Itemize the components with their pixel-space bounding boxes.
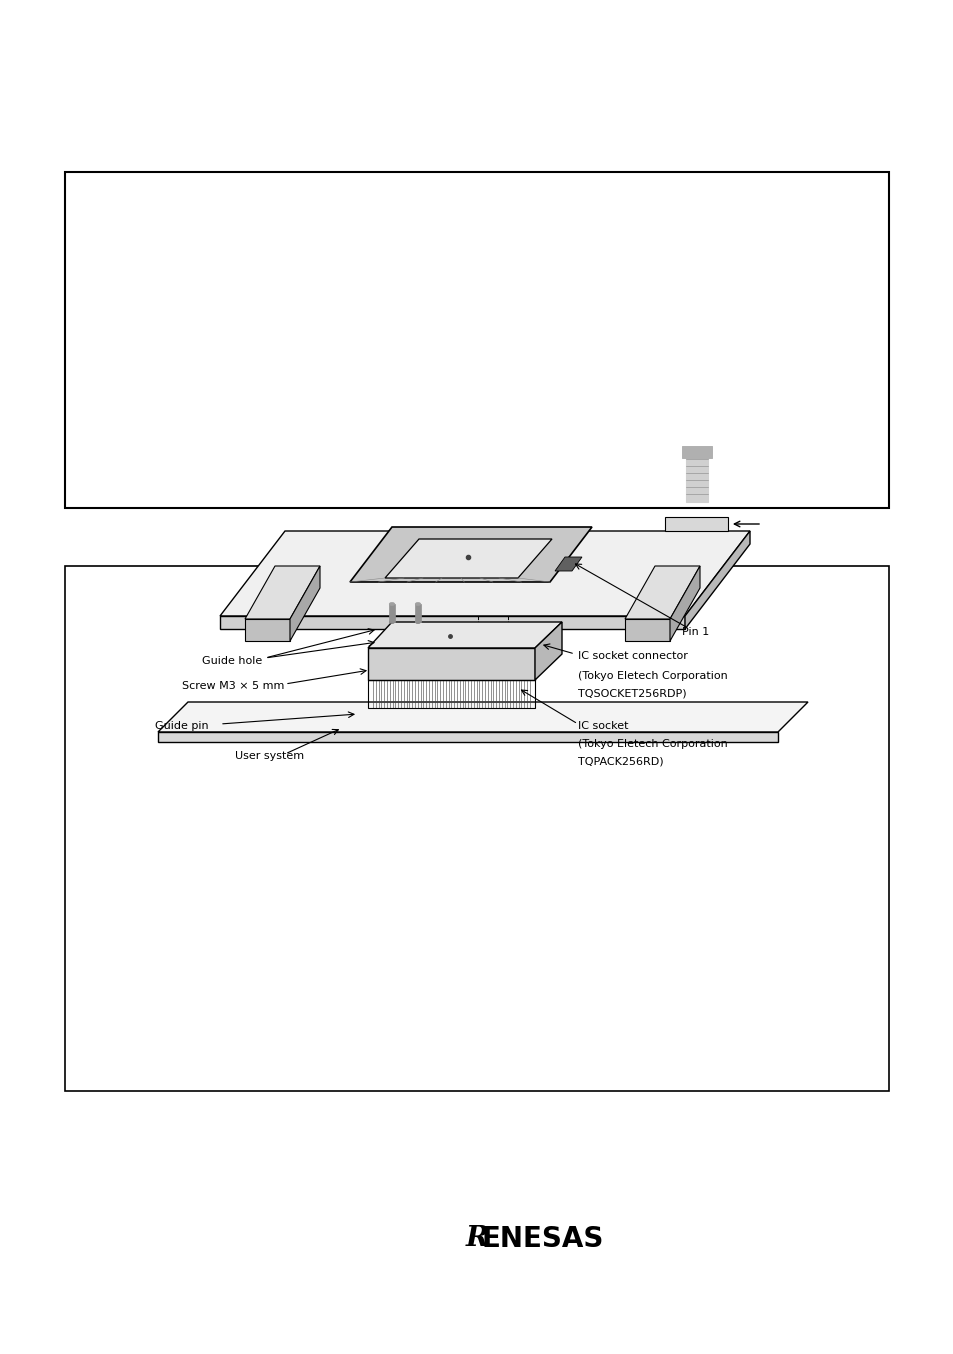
Text: R: R <box>465 1225 488 1252</box>
Text: Guide pin: Guide pin <box>154 720 209 731</box>
Text: User system: User system <box>234 751 304 761</box>
Bar <box>65 566 888 1091</box>
Polygon shape <box>684 531 749 630</box>
Ellipse shape <box>685 448 707 456</box>
Text: (Tokyo Eletech Corporation: (Tokyo Eletech Corporation <box>578 739 727 749</box>
Text: Screw M3 × 5 mm: Screw M3 × 5 mm <box>182 681 284 691</box>
Polygon shape <box>220 531 749 616</box>
Bar <box>681 445 711 458</box>
Polygon shape <box>158 701 807 733</box>
Polygon shape <box>350 527 592 582</box>
Polygon shape <box>555 556 581 571</box>
Ellipse shape <box>389 620 395 623</box>
Ellipse shape <box>415 603 420 605</box>
Bar <box>389 604 395 621</box>
Polygon shape <box>535 621 561 680</box>
Polygon shape <box>245 566 319 619</box>
Polygon shape <box>290 566 319 640</box>
Text: IC socket connector: IC socket connector <box>578 651 687 661</box>
Ellipse shape <box>415 620 420 623</box>
Polygon shape <box>624 566 700 619</box>
Text: (Tokyo Eletech Corporation: (Tokyo Eletech Corporation <box>578 672 727 681</box>
Text: TQPACK256RD): TQPACK256RD) <box>578 757 663 766</box>
Polygon shape <box>245 619 290 640</box>
Text: Pin 1: Pin 1 <box>681 627 708 636</box>
Text: Guide hole: Guide hole <box>202 655 262 666</box>
Polygon shape <box>158 733 778 742</box>
Polygon shape <box>368 649 535 680</box>
Polygon shape <box>220 616 684 630</box>
Polygon shape <box>669 566 700 640</box>
Bar <box>65 172 888 508</box>
Bar <box>685 452 707 502</box>
Text: IC socket: IC socket <box>578 720 628 731</box>
Polygon shape <box>624 619 669 640</box>
Polygon shape <box>385 539 552 578</box>
Ellipse shape <box>389 603 395 605</box>
Text: TQSOCKET256RDP): TQSOCKET256RDP) <box>578 689 686 699</box>
Text: ENESAS: ENESAS <box>481 1225 604 1252</box>
Polygon shape <box>368 621 561 649</box>
Bar <box>415 604 420 621</box>
Polygon shape <box>664 517 727 531</box>
